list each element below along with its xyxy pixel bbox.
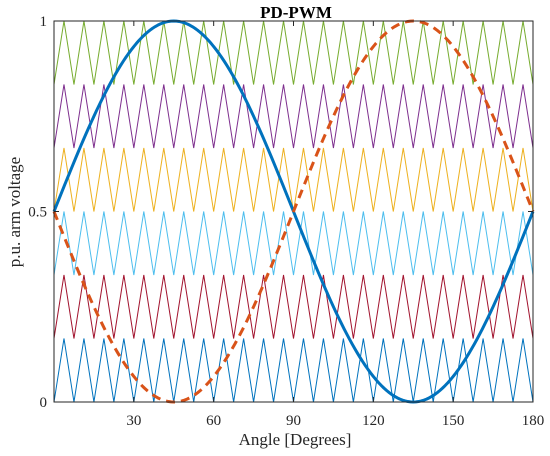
reference-wave-2 <box>52 19 535 404</box>
carrier-wave-6 <box>53 20 534 85</box>
x-tick-label: 180 <box>522 413 545 429</box>
x-tick-label: 120 <box>362 413 385 429</box>
chart-title: PD-PWM <box>260 3 332 22</box>
plot-area: 30 60 90 120 150 180 0 0.5 1 <box>28 14 544 429</box>
carrier-wave-4 <box>53 147 534 212</box>
x-tick-label: 30 <box>126 413 141 429</box>
y-axis-label: p.u. arm voltage <box>5 157 24 267</box>
carrier-wave-1 <box>53 338 534 403</box>
carrier-wave-2 <box>53 274 534 339</box>
x-tick-label: 150 <box>442 413 465 429</box>
carrier-wave-3 <box>53 211 534 276</box>
y-tick-label: 0.5 <box>28 205 47 221</box>
x-tick-label: 90 <box>286 413 301 429</box>
carrier-wave-5 <box>53 84 534 149</box>
x-axis-label: Angle [Degrees] <box>239 430 352 449</box>
x-tick-label: 60 <box>206 413 221 429</box>
y-tick-label: 1 <box>40 14 48 30</box>
y-tick-label: 0 <box>40 395 48 411</box>
